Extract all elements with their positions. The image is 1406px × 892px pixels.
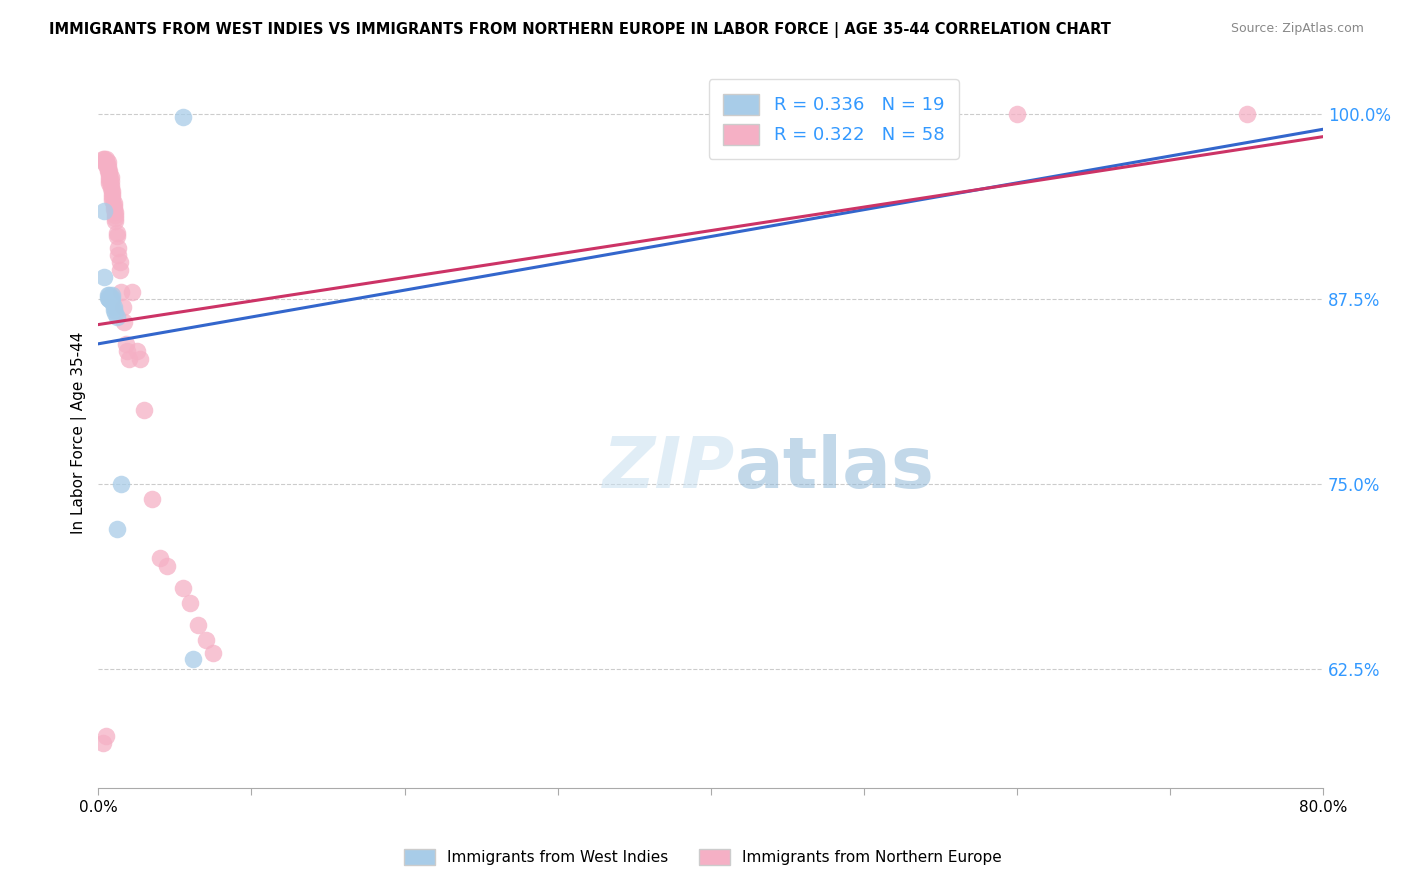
Point — [100, 181, 122, 195]
Point — [101, 295, 124, 310]
Point — [101, 185, 124, 199]
Point — [118, 351, 141, 366]
Point — [93, 152, 115, 166]
Point — [105, 522, 128, 536]
Point — [100, 169, 122, 184]
Point — [103, 300, 125, 314]
Point — [128, 351, 150, 366]
Point — [101, 190, 124, 204]
Point — [107, 241, 129, 255]
Point — [104, 211, 127, 225]
Point — [103, 196, 125, 211]
Point — [94, 152, 117, 166]
Point — [149, 551, 172, 566]
Point — [172, 111, 194, 125]
Point — [103, 202, 125, 216]
Point — [112, 315, 135, 329]
Point — [105, 226, 128, 240]
Point — [98, 293, 121, 307]
Point — [98, 176, 121, 190]
Text: Source: ZipAtlas.com: Source: ZipAtlas.com — [1230, 22, 1364, 36]
Point — [110, 285, 132, 299]
Y-axis label: In Labor Force | Age 35-44: In Labor Force | Age 35-44 — [72, 332, 87, 533]
Point — [187, 618, 209, 632]
Point — [98, 163, 121, 178]
Point — [181, 652, 204, 666]
Point — [103, 302, 125, 317]
Point — [156, 558, 179, 573]
Point — [101, 291, 124, 305]
Point — [98, 172, 121, 186]
Point — [141, 492, 163, 507]
Point — [93, 270, 115, 285]
Point — [1005, 107, 1028, 121]
Point — [94, 729, 117, 743]
Point — [101, 187, 124, 202]
Point — [104, 306, 127, 320]
Legend: Immigrants from West Indies, Immigrants from Northern Europe: Immigrants from West Indies, Immigrants … — [398, 843, 1008, 871]
Point — [107, 248, 129, 262]
Point — [100, 178, 122, 193]
Legend: R = 0.336   N = 19, R = 0.322   N = 58: R = 0.336 N = 19, R = 0.322 N = 58 — [709, 79, 959, 159]
Point — [96, 159, 118, 173]
Point — [104, 214, 127, 228]
Point — [93, 203, 115, 218]
Point — [179, 596, 201, 610]
Point — [96, 154, 118, 169]
Point — [91, 736, 114, 750]
Point — [202, 646, 225, 660]
Point — [104, 208, 127, 222]
Point — [94, 154, 117, 169]
Point — [98, 288, 121, 302]
Point — [94, 158, 117, 172]
Text: IMMIGRANTS FROM WEST INDIES VS IMMIGRANTS FROM NORTHERN EUROPE IN LABOR FORCE | : IMMIGRANTS FROM WEST INDIES VS IMMIGRANT… — [49, 22, 1111, 38]
Point — [100, 174, 122, 188]
Point — [103, 199, 125, 213]
Point — [101, 288, 124, 302]
Point — [96, 288, 118, 302]
Point — [91, 152, 114, 166]
Text: ZIP: ZIP — [603, 434, 735, 502]
Point — [194, 632, 217, 647]
Point — [98, 167, 121, 181]
Point — [100, 293, 122, 307]
Point — [98, 293, 121, 307]
Point — [111, 300, 134, 314]
Point — [101, 194, 124, 208]
Point — [93, 154, 115, 169]
Text: atlas: atlas — [735, 434, 935, 502]
Point — [96, 163, 118, 178]
Point — [98, 169, 121, 184]
Point — [134, 403, 156, 417]
Point — [110, 477, 132, 491]
Point — [1236, 107, 1258, 121]
Point — [172, 581, 194, 595]
Point — [105, 228, 128, 243]
Point — [121, 285, 143, 299]
Point — [108, 255, 131, 269]
Point — [104, 205, 127, 219]
Point — [117, 344, 139, 359]
Point — [105, 310, 128, 325]
Point — [96, 291, 118, 305]
Point — [125, 344, 148, 359]
Point — [108, 262, 131, 277]
Point — [96, 162, 118, 177]
Point — [115, 336, 138, 351]
